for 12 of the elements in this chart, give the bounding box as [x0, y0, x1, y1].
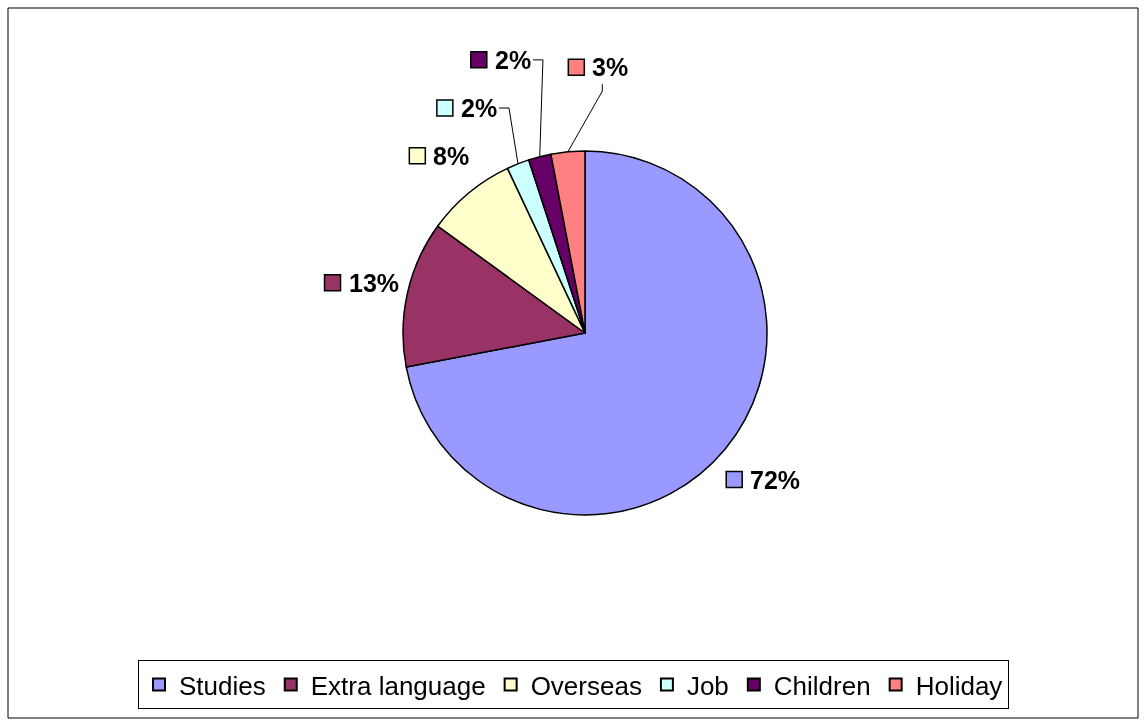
- legend-label: Holiday: [915, 670, 1003, 701]
- legend-label: Studies: [179, 670, 266, 701]
- data-label: 72%: [750, 466, 801, 494]
- legend-label: Children: [773, 670, 871, 701]
- data-label: 2%: [461, 94, 498, 122]
- data-label: 8%: [433, 142, 470, 170]
- data-label: 2%: [495, 46, 532, 74]
- legend-label: Job: [686, 670, 729, 701]
- data-label: 3%: [592, 53, 629, 81]
- legend-label: Extra language: [310, 670, 486, 701]
- data-label: 13%: [349, 269, 400, 297]
- legend-label: Overseas: [530, 670, 642, 701]
